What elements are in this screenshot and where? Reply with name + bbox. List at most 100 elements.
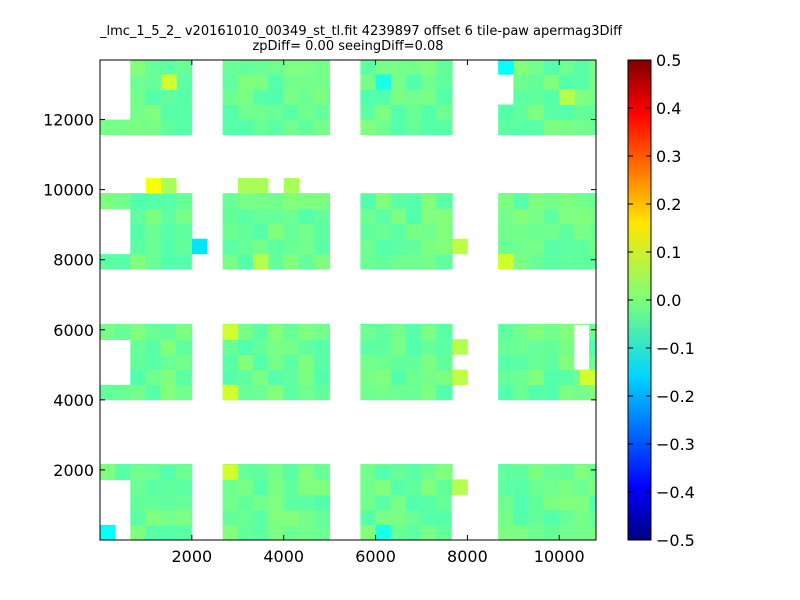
heatmap-cell [175, 119, 192, 136]
heatmap-cell [190, 223, 193, 240]
heatmap-cell [145, 223, 162, 240]
colorbar-tick-label: 0.3 [656, 147, 681, 166]
heatmap-cell [130, 193, 146, 195]
heatmap-cell [298, 208, 314, 225]
heatmap-cell [190, 479, 193, 496]
heatmap-cell [513, 223, 529, 240]
heatmap-cell [252, 509, 269, 526]
heatmap-cell [252, 323, 269, 325]
heatmap-cell [543, 104, 560, 120]
heatmap-cell [252, 384, 269, 401]
heatmap-cell [160, 104, 177, 120]
heatmap-cell [328, 324, 331, 340]
heatmap-cell [375, 369, 392, 386]
heatmap-cell [405, 208, 422, 225]
heatmap-cell [451, 479, 453, 496]
heatmap-cell [160, 369, 177, 386]
heatmap-cell [498, 193, 514, 195]
heatmap-cell [190, 384, 193, 401]
heatmap-cell [237, 339, 254, 356]
heatmap-cell [115, 464, 131, 481]
heatmap-cell [313, 369, 330, 386]
heatmap-cell [451, 193, 453, 195]
heatmap-cell [222, 524, 239, 540]
heatmap-cell [313, 193, 330, 210]
heatmap-cell [451, 119, 453, 136]
heatmap-cell [175, 384, 192, 401]
heatmap-cell [573, 323, 590, 325]
heatmap-cell [313, 323, 330, 325]
y-tick-label: 2000 [53, 461, 94, 480]
heatmap-cell [528, 223, 545, 240]
heatmap-cell [283, 384, 299, 401]
heatmap-cell [451, 339, 453, 356]
heatmap-cell [313, 254, 330, 270]
heatmap-cell [498, 104, 514, 120]
heatmap-cell [436, 369, 452, 386]
heatmap-cell [252, 178, 269, 194]
heatmap-cell [130, 369, 146, 386]
heatmap-cell [421, 324, 437, 340]
heatmap-cell [100, 464, 116, 481]
heatmap-cell [130, 494, 146, 511]
heatmap-cell [313, 524, 330, 540]
heatmap-cell [313, 384, 330, 401]
heatmap-cell [543, 464, 560, 481]
heatmap-cell [237, 479, 254, 496]
heatmap-cell [222, 254, 239, 270]
heatmap-cell [313, 354, 330, 371]
heatmap-cell [237, 494, 254, 511]
heatmap-cell [298, 60, 314, 75]
heatmap-cell [390, 494, 407, 511]
heatmap-cell [283, 193, 299, 210]
heatmap-cell [313, 74, 330, 90]
heatmap-cell [589, 193, 596, 195]
heatmap-cell [405, 494, 422, 511]
heatmap-cell [390, 193, 407, 210]
heatmap-cell [573, 239, 590, 255]
heatmap-cell [145, 104, 162, 120]
heatmap-cell [298, 339, 314, 356]
heatmap-cell [543, 494, 560, 511]
heatmap-cell [498, 479, 514, 496]
heatmap-cell [390, 89, 407, 105]
heatmap-cell [175, 463, 192, 466]
heatmap-cell [160, 524, 177, 540]
heatmap-cell [115, 463, 131, 466]
heatmap-cell [268, 324, 284, 340]
heatmap-cell [543, 193, 560, 195]
heatmap-cell [100, 524, 116, 540]
heatmap-cell [558, 463, 575, 466]
heatmap-cell [498, 339, 514, 356]
heatmap-cell [498, 254, 514, 270]
heatmap-cell [390, 463, 407, 466]
heatmap-cell [268, 464, 284, 481]
heatmap-cell [543, 239, 560, 255]
heatmap-cell [130, 223, 146, 240]
heatmap-cell [328, 254, 331, 270]
heatmap-cell [298, 524, 314, 540]
heatmap-cell [405, 74, 422, 90]
heatmap-cell [283, 354, 299, 371]
heatmap-cell [283, 239, 299, 255]
heatmap-cell [360, 89, 376, 105]
heatmap-cell [268, 104, 284, 120]
heatmap-cell [513, 339, 529, 356]
heatmap-cell [543, 524, 560, 540]
heatmap-cell [145, 239, 162, 255]
heatmap-cell [175, 323, 192, 325]
heatmap-cell [252, 239, 269, 255]
heatmap-cell [313, 463, 330, 466]
heatmap-cell [451, 60, 453, 75]
heatmap-cell [498, 208, 514, 225]
heatmap-cell [190, 369, 193, 386]
heatmap-cell [160, 223, 177, 240]
heatmap-cell [390, 223, 407, 240]
heatmap-cell [130, 60, 146, 75]
heatmap-cell [115, 324, 131, 340]
heatmap-cell [405, 509, 422, 526]
heatmap-cell [405, 104, 422, 120]
heatmap-cell [130, 463, 146, 466]
heatmap-cell [558, 119, 575, 136]
heatmap-cell [328, 384, 331, 401]
